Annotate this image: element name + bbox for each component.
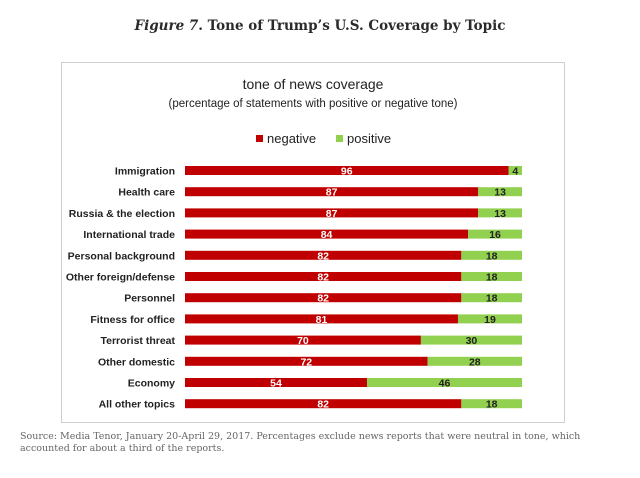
data-label-positive-russia-and-the-election: 13 bbox=[494, 208, 506, 220]
legend-swatch-negative bbox=[256, 135, 263, 142]
category-labels: Immigration Health care Russia & the elect… bbox=[66, 166, 176, 411]
bar-negative-fitness-for-office bbox=[185, 314, 458, 324]
data-label-positive-health-care: 13 bbox=[494, 187, 506, 199]
bar-positive-russia-and-the-election bbox=[478, 208, 522, 218]
category-label-russia-and-the-election: Russia & the election bbox=[69, 208, 175, 220]
figure-label: Figure 7 bbox=[134, 18, 199, 34]
data-label-positive-personnel: 18 bbox=[486, 293, 498, 305]
category-label-international-trade: International trade bbox=[83, 229, 175, 241]
bar-positive-personal-background bbox=[461, 250, 522, 260]
data-label-positive-other-foreign-defense: 18 bbox=[486, 272, 498, 284]
bar-positive-other-domestic bbox=[427, 356, 522, 366]
data-label-negative-personal-background: 82 bbox=[317, 250, 329, 262]
category-label-immigration: Immigration bbox=[115, 166, 175, 178]
data-label-negative-immigration: 96 bbox=[341, 166, 353, 178]
chart-legend: negative positive bbox=[256, 131, 391, 146]
data-label-positive-economy: 46 bbox=[439, 378, 451, 390]
data-label-positive-immigration: 4 bbox=[512, 166, 518, 178]
legend-swatch-positive bbox=[336, 135, 343, 142]
legend-label-positive: positive bbox=[347, 131, 391, 146]
data-label-positive-all-other-topics: 18 bbox=[486, 399, 498, 411]
data-label-negative-other-domestic: 72 bbox=[300, 356, 312, 368]
stacked-bar-chart: tone of news coverage (percentage of sta… bbox=[66, 76, 522, 411]
category-label-terrorist-threat: Terrorist threat bbox=[101, 335, 176, 347]
bars: 96 4 87 13 87 13 84 16 82 18 82 18 82 18 81 19 70 30 72 28 5… bbox=[185, 166, 522, 411]
bar-negative-international-trade bbox=[185, 229, 469, 239]
category-label-personnel: Personnel bbox=[124, 293, 175, 305]
chart-title: tone of news coverage bbox=[243, 76, 384, 92]
data-label-negative-international-trade: 84 bbox=[321, 229, 333, 241]
chart-frame: tone of news coverage (percentage of sta… bbox=[61, 62, 565, 423]
figure-title-text: . Tone of Trump’s U.S. Coverage by Topic bbox=[198, 18, 506, 34]
figure-title: Figure 7. Tone of Trump’s U.S. Coverage … bbox=[0, 18, 640, 34]
source-note: Source: Media Tenor, January 20-April 29… bbox=[20, 431, 581, 454]
category-label-health-care: Health care bbox=[118, 187, 175, 199]
legend-label-negative: negative bbox=[267, 131, 316, 146]
category-label-personal-background: Personal background bbox=[68, 250, 175, 262]
category-label-other-foreign-defense: Other foreign/defense bbox=[66, 272, 175, 284]
data-label-negative-economy: 54 bbox=[270, 378, 282, 390]
category-label-other-domestic: Other domestic bbox=[98, 356, 175, 368]
bar-positive-international-trade bbox=[468, 229, 522, 239]
bar-negative-immigration bbox=[185, 166, 509, 175]
data-label-positive-other-domestic: 28 bbox=[469, 356, 481, 368]
bar-negative-personnel bbox=[185, 293, 462, 303]
bar-positive-economy bbox=[366, 378, 522, 387]
data-label-negative-personnel: 82 bbox=[317, 293, 329, 305]
bar-positive-health-care bbox=[478, 187, 522, 197]
category-label-economy: Economy bbox=[128, 378, 175, 390]
bar-negative-economy bbox=[185, 378, 367, 387]
data-label-negative-other-foreign-defense: 82 bbox=[317, 272, 329, 284]
data-label-positive-personal-background: 18 bbox=[486, 250, 498, 262]
bar-negative-russia-and-the-election bbox=[185, 208, 479, 218]
bar-negative-personal-background bbox=[185, 250, 462, 260]
bar-negative-health-care bbox=[185, 187, 479, 197]
data-label-negative-all-other-topics: 82 bbox=[317, 399, 329, 411]
data-label-positive-terrorist-threat: 30 bbox=[466, 335, 478, 347]
data-label-negative-terrorist-threat: 70 bbox=[297, 335, 309, 347]
bar-negative-all-other-topics bbox=[185, 399, 462, 409]
chart-subtitle: (percentage of statements with positive … bbox=[169, 98, 458, 110]
bar-positive-fitness-for-office bbox=[457, 314, 522, 324]
bar-positive-all-other-topics bbox=[461, 399, 522, 409]
bar-negative-other-foreign-defense bbox=[185, 272, 462, 281]
data-label-negative-health-care: 87 bbox=[326, 187, 338, 199]
bar-positive-terrorist-threat bbox=[420, 335, 522, 345]
bar-positive-immigration bbox=[508, 166, 522, 175]
data-label-negative-russia-and-the-election: 87 bbox=[326, 208, 338, 220]
bar-positive-personnel bbox=[461, 293, 522, 303]
bar-negative-terrorist-threat bbox=[185, 335, 421, 345]
category-label-fitness-for-office: Fitness for office bbox=[90, 314, 175, 326]
bar-positive-other-foreign-defense bbox=[461, 272, 522, 281]
data-label-positive-fitness-for-office: 19 bbox=[484, 314, 496, 326]
data-label-negative-fitness-for-office: 81 bbox=[316, 314, 328, 326]
data-label-positive-international-trade: 16 bbox=[489, 229, 501, 241]
category-label-all-other-topics: All other topics bbox=[99, 399, 176, 411]
bar-negative-other-domestic bbox=[185, 356, 428, 366]
